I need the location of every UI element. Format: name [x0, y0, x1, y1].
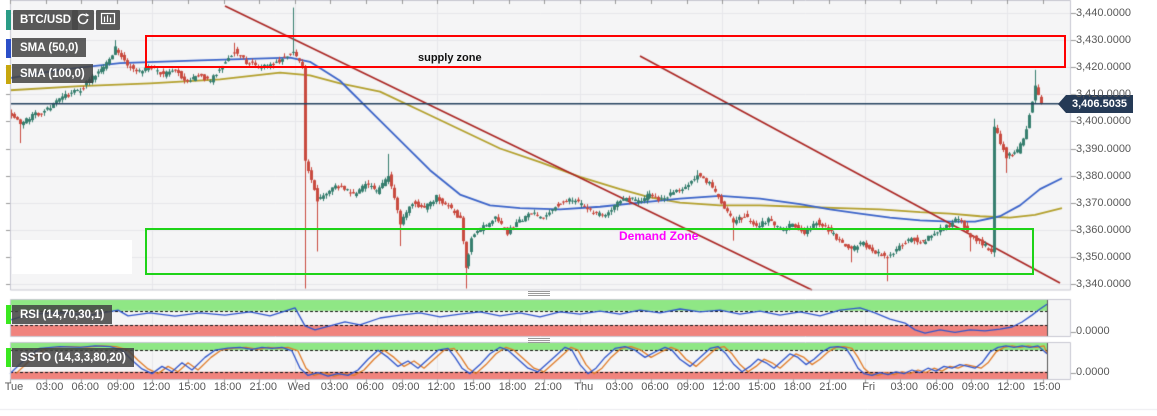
rsi-color-chip [6, 305, 11, 324]
demand-zone-rect[interactable] [145, 228, 1034, 275]
price-axis-label: 3,360.0000 [1076, 223, 1132, 236]
time-axis-label: 03:00 [890, 381, 919, 393]
time-axis-label: 21:00 [249, 381, 278, 393]
supply-zone-rect[interactable] [145, 35, 1066, 68]
demand-zone-label: Demand Zone [619, 229, 699, 243]
pane-resize-handle[interactable] [528, 338, 550, 343]
price-axis-label: 3,420.0000 [1076, 61, 1132, 74]
symbol-color-chip [6, 10, 11, 30]
time-axis-label: 12:00 [997, 381, 1025, 393]
pane-resize-handle[interactable] [528, 291, 550, 296]
sma50-label[interactable]: SMA (50,0) [12, 38, 87, 57]
ssto-color-chip [6, 348, 11, 367]
sma50-color-chip [6, 39, 11, 58]
rsi-axis-zero-label: 0.0000 [1076, 325, 1110, 337]
time-axis-label: 09:00 [391, 381, 420, 393]
time-axis-label: 15:00 [1032, 381, 1061, 393]
current-price-value: 3,406.5035 [1072, 98, 1128, 110]
time-axis-label: 15:00 [463, 381, 491, 393]
price-axis-label: 3,400.0000 [1076, 115, 1132, 128]
time-axis-label: 21:00 [819, 381, 847, 393]
time-axis-label: 18:00 [213, 381, 242, 393]
chart-bars-box-icon [100, 12, 116, 28]
time-axis-label: 03:00 [605, 381, 634, 393]
price-axis-label: 3,410.0000 [1076, 88, 1132, 101]
time-axis-label: 18:00 [783, 381, 812, 393]
time-axis-label: 09:00 [676, 381, 705, 393]
sma100-color-chip [6, 65, 11, 84]
current-price-tag: 3,406.5035 [1058, 95, 1134, 113]
time-axis-label: 21:00 [534, 381, 562, 393]
price-axis-label: 3,430.0000 [1076, 34, 1132, 47]
time-axis-label: Tue [4, 381, 24, 393]
price-axis-label: 3,370.0000 [1076, 196, 1132, 209]
time-axis-label: 12:00 [427, 381, 456, 393]
supply-zone-label: supply zone [418, 52, 482, 64]
price-axis-label: 3,440.0000 [1076, 7, 1132, 19]
time-axis-label: 03:00 [320, 381, 349, 393]
price-axis-label: 3,340.0000 [1076, 278, 1132, 290]
symbol-button[interactable]: BTC/USD [13, 10, 79, 30]
time-axis-label: 06:00 [356, 381, 384, 393]
price-axis-label: 3,390.0000 [1076, 142, 1132, 155]
time-axis-label: Thu [574, 381, 594, 393]
indicator-settings-button[interactable] [96, 10, 120, 30]
rsi-label[interactable]: RSI (14,70,30,1) [12, 305, 113, 324]
time-axis-label: 06:00 [71, 381, 99, 393]
time-axis-label: 12:00 [142, 381, 171, 393]
time-axis-label: Fri [862, 381, 876, 393]
time-axis-label: 15:00 [748, 381, 776, 393]
time-axis-label: 12:00 [712, 381, 740, 393]
sma100-label[interactable]: SMA (100,0) [12, 64, 93, 83]
time-axis-label: 03:00 [35, 381, 64, 393]
ssto-axis-zero-label: 0.0000 [1076, 366, 1110, 378]
refresh-icon [76, 12, 90, 29]
blank-overlay-box [12, 240, 132, 274]
refresh-button[interactable] [72, 10, 94, 30]
time-axis-label: 09:00 [961, 381, 990, 393]
price-axis-label: 3,380.0000 [1076, 169, 1132, 182]
price-axis-label: 3,350.0000 [1076, 250, 1132, 263]
time-axis-label: 09:00 [107, 381, 135, 393]
price-tag-arrow-icon [1058, 95, 1066, 113]
ssto-label[interactable]: SSTO (14,3,3,80,20) [12, 348, 134, 367]
time-axis-label: Wed [287, 381, 311, 393]
time-axis-label: 06:00 [641, 381, 669, 393]
time-axis-label: 18:00 [498, 381, 527, 393]
time-axis-label: 15:00 [178, 381, 206, 393]
time-axis-label: 06:00 [926, 381, 954, 393]
